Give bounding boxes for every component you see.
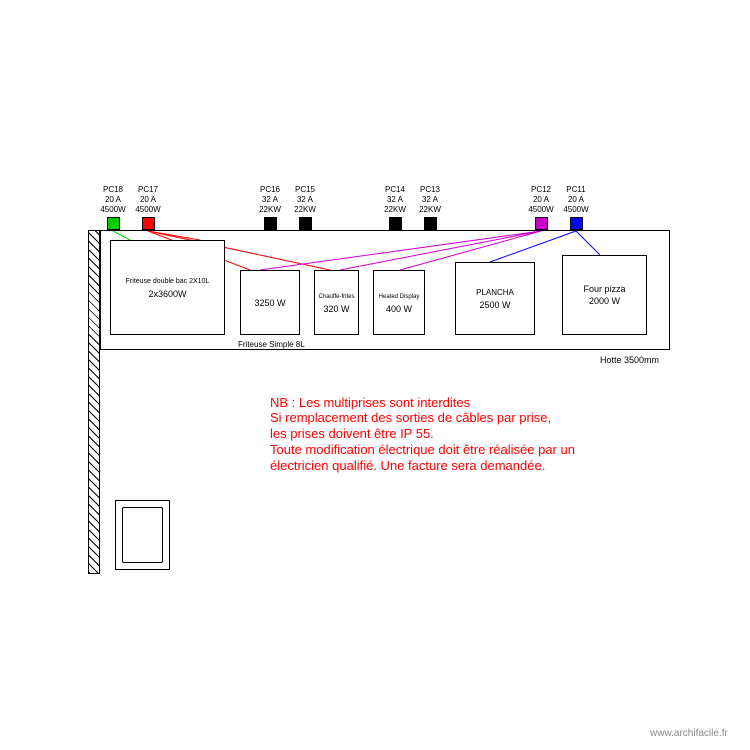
socket-amps: 20 A bbox=[526, 195, 556, 205]
socket-pc17: PC1720 A4500W bbox=[133, 185, 163, 230]
socket-box-icon bbox=[142, 217, 155, 230]
equipment-box: PLANCHA2500 W bbox=[455, 262, 535, 335]
socket-id: PC14 bbox=[380, 185, 410, 195]
socket-id: PC11 bbox=[561, 185, 591, 195]
note-body: Si remplacement des sorties de câbles pa… bbox=[270, 410, 575, 474]
equipment-box: Four pizza2000 W bbox=[562, 255, 647, 335]
socket-pc18: PC1820 A4500W bbox=[98, 185, 128, 230]
door-frame bbox=[115, 500, 170, 570]
socket-watts: 22KW bbox=[255, 205, 285, 215]
equipment-power: 400 W bbox=[386, 303, 412, 315]
equipment-power: 320 W bbox=[323, 303, 349, 315]
note-title: NB : Les multiprises sont interdites bbox=[270, 395, 575, 410]
equipment-name: Heated Display bbox=[379, 291, 420, 303]
equipment-box: Chauffe-frites320 W bbox=[314, 270, 359, 335]
socket-watts: 22KW bbox=[415, 205, 445, 215]
socket-amps: 32 A bbox=[290, 195, 320, 205]
socket-watts: 4500W bbox=[561, 205, 591, 215]
socket-amps: 20 A bbox=[561, 195, 591, 205]
hotte-label: Hotte 3500mm bbox=[600, 355, 659, 365]
socket-box-icon bbox=[570, 217, 583, 230]
equipment-name: Friteuse double bac 2X10L bbox=[126, 276, 210, 288]
socket-watts: 4500W bbox=[133, 205, 163, 215]
socket-box-icon bbox=[299, 217, 312, 230]
socket-id: PC12 bbox=[526, 185, 556, 195]
door-panel bbox=[122, 507, 163, 563]
equipment-name: Chauffe-frites bbox=[319, 291, 355, 303]
equipment-name: Four pizza bbox=[583, 283, 625, 295]
socket-box-icon bbox=[107, 217, 120, 230]
socket-pc11: PC1120 A4500W bbox=[561, 185, 591, 230]
socket-watts: 4500W bbox=[526, 205, 556, 215]
equipment-power: 2000 W bbox=[589, 295, 620, 307]
socket-box-icon bbox=[264, 217, 277, 230]
socket-amps: 32 A bbox=[415, 195, 445, 205]
socket-pc15: PC1532 A22KW bbox=[290, 185, 320, 230]
socket-pc16: PC1632 A22KW bbox=[255, 185, 285, 230]
socket-pc13: PC1332 A22KW bbox=[415, 185, 445, 230]
socket-id: PC16 bbox=[255, 185, 285, 195]
equipment-power: 2500 W bbox=[479, 299, 510, 311]
socket-id: PC15 bbox=[290, 185, 320, 195]
diagram-stage: Hotte 3500mm NB : Les multiprises sont i… bbox=[0, 0, 750, 750]
socket-amps: 20 A bbox=[133, 195, 163, 205]
socket-amps: 32 A bbox=[255, 195, 285, 205]
socket-box-icon bbox=[389, 217, 402, 230]
socket-box-icon bbox=[424, 217, 437, 230]
socket-amps: 20 A bbox=[98, 195, 128, 205]
equipment-power: 2x3600W bbox=[148, 288, 186, 300]
socket-box-icon bbox=[535, 217, 548, 230]
equipment-sublabel: Friteuse Simple 8L bbox=[238, 340, 305, 349]
socket-id: PC17 bbox=[133, 185, 163, 195]
equipment-box: 3250 W bbox=[240, 270, 300, 335]
equipment-name: PLANCHA bbox=[476, 287, 514, 299]
socket-watts: 4500W bbox=[98, 205, 128, 215]
socket-pc12: PC1220 A4500W bbox=[526, 185, 556, 230]
wall-hatch bbox=[88, 230, 100, 574]
electrical-note: NB : Les multiprises sont interdites Si … bbox=[270, 395, 575, 474]
equipment-power: 3250 W bbox=[254, 297, 285, 309]
socket-pc14: PC1432 A22KW bbox=[380, 185, 410, 230]
watermark: www.archifacile.fr bbox=[650, 728, 728, 739]
equipment-box: Friteuse double bac 2X10L2x3600W bbox=[110, 240, 225, 335]
socket-amps: 32 A bbox=[380, 195, 410, 205]
socket-id: PC18 bbox=[98, 185, 128, 195]
wire-layer bbox=[0, 0, 750, 750]
socket-id: PC13 bbox=[415, 185, 445, 195]
equipment-box: Heated Display400 W bbox=[373, 270, 425, 335]
socket-watts: 22KW bbox=[380, 205, 410, 215]
socket-watts: 22KW bbox=[290, 205, 320, 215]
